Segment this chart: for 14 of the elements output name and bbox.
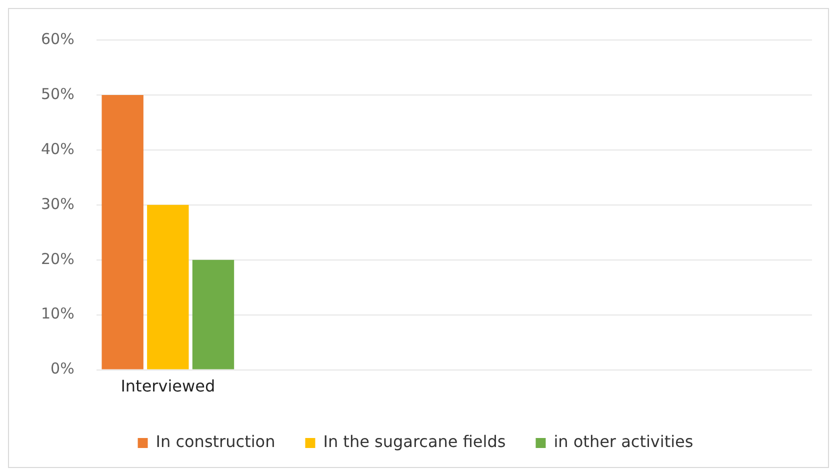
x-tick-label: Interviewed (120, 376, 216, 396)
legend-label: In the sugarcane fields (323, 432, 506, 452)
legend-label: In construction (156, 432, 276, 452)
y-tick-label: 60% (40, 30, 74, 48)
bar (192, 260, 234, 370)
y-tick-label: 40% (40, 140, 74, 158)
y-tick-label: 20% (40, 250, 74, 268)
y-tick-label: 50% (40, 84, 74, 103)
bar (147, 204, 189, 370)
bar (102, 94, 144, 370)
y-tick-label: 10% (40, 304, 74, 323)
y-tick-label: 30% (40, 194, 74, 213)
y-tick-label: 0% (50, 360, 74, 378)
legend-label: in other activities (554, 432, 694, 452)
